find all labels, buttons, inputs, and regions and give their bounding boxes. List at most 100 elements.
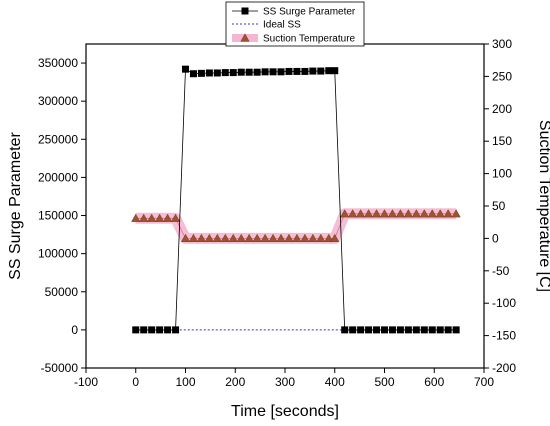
temperature-point bbox=[180, 233, 191, 242]
y-tick-label: 50000 bbox=[45, 285, 79, 299]
ss-surge-point bbox=[341, 326, 349, 334]
y-tick-label: 150000 bbox=[38, 209, 78, 223]
ss-surge-point bbox=[253, 68, 261, 76]
ss-surge-point bbox=[373, 326, 381, 334]
ss-surge-point bbox=[277, 68, 285, 76]
ss-surge-point bbox=[349, 326, 357, 334]
temperature-point bbox=[276, 233, 286, 242]
temperature-point bbox=[163, 213, 173, 222]
ss-surge-point bbox=[269, 68, 277, 76]
x-tick-label: 0 bbox=[132, 375, 139, 389]
temperature-point bbox=[300, 233, 310, 242]
temperature-point bbox=[364, 209, 374, 218]
ss-surge-point bbox=[412, 326, 420, 334]
ss-surge-point bbox=[213, 69, 221, 77]
ss-surge-point bbox=[156, 326, 164, 334]
y2-tick-label: 50 bbox=[492, 199, 506, 213]
temperature-point bbox=[139, 213, 149, 222]
temperature-point bbox=[403, 209, 413, 218]
ss-surge-point bbox=[325, 67, 333, 75]
y2-tick-label: 100 bbox=[492, 167, 512, 181]
ss-surge-point bbox=[420, 326, 428, 334]
temperature-point bbox=[188, 233, 198, 242]
plot-frame bbox=[85, 43, 485, 369]
x-axis: -100 0 100 200 300 400 500 600 700 bbox=[74, 368, 494, 389]
y2-tick-label: -150 bbox=[492, 329, 516, 343]
y2-tick-label: -50 bbox=[492, 264, 510, 278]
y-tick-label: 250000 bbox=[38, 132, 78, 146]
y-tick-label: 350000 bbox=[38, 56, 78, 70]
ss-surge-point bbox=[197, 69, 205, 77]
y2-tick-label: -200 bbox=[492, 361, 516, 375]
ss-surge-point bbox=[317, 67, 325, 75]
ss-surge-point bbox=[148, 326, 156, 334]
y2-axis-title: Suction Temperature [C] bbox=[536, 120, 550, 292]
x-tick-label: 700 bbox=[474, 375, 494, 389]
temperature-point bbox=[284, 233, 294, 242]
y-axis-title: SS Surge Parameter bbox=[7, 132, 24, 280]
ss-surge-point bbox=[182, 65, 189, 73]
y2-tick-label: 200 bbox=[492, 102, 512, 116]
temperature-point bbox=[330, 233, 340, 242]
x-tick-label: 300 bbox=[275, 375, 295, 389]
temperature-point bbox=[260, 233, 270, 242]
x-tick-label: 100 bbox=[175, 375, 195, 389]
ss-surge-point bbox=[381, 326, 388, 334]
temperature-point bbox=[340, 209, 350, 218]
temperature-point bbox=[372, 209, 382, 218]
temperature-point bbox=[443, 209, 453, 218]
ss-surge-line bbox=[135, 68, 457, 331]
ss-surge-point bbox=[357, 326, 365, 334]
y-tick-label: -50000 bbox=[41, 361, 79, 375]
temperature-point bbox=[308, 233, 318, 242]
ss-surge-point bbox=[140, 326, 148, 334]
y2-tick-label: 0 bbox=[492, 231, 499, 245]
ss-surge-point bbox=[388, 326, 396, 334]
ss-surge-point bbox=[285, 67, 293, 75]
ss-surge-point bbox=[331, 67, 339, 75]
temperature-point bbox=[316, 233, 326, 242]
series-suction-temperature bbox=[131, 208, 461, 244]
ss-surge-point bbox=[309, 67, 317, 75]
temperature-point bbox=[379, 209, 390, 218]
temperature-point bbox=[244, 233, 254, 242]
y-tick-label: 300000 bbox=[38, 94, 78, 108]
ss-surge-point bbox=[436, 326, 444, 334]
ss-surge-point bbox=[164, 326, 172, 334]
x-tick-label: 500 bbox=[374, 375, 394, 389]
ss-surge-point bbox=[261, 68, 269, 76]
legend-item-ideal-ss: Ideal SS bbox=[232, 20, 301, 31]
ss-surge-point bbox=[452, 326, 460, 334]
ss-surge-point bbox=[301, 67, 309, 75]
x-tick-label: 400 bbox=[325, 375, 345, 389]
ss-surge-point bbox=[293, 67, 301, 75]
temperature-point bbox=[292, 233, 302, 242]
x-axis-title: Time [seconds] bbox=[231, 403, 339, 420]
ss-surge-point bbox=[229, 69, 237, 77]
y2-tick-label: 150 bbox=[492, 134, 512, 148]
temperature-point bbox=[324, 233, 334, 242]
y-tick-label: 0 bbox=[71, 323, 78, 337]
ss-surge-point bbox=[396, 326, 404, 334]
temperature-point bbox=[451, 209, 461, 218]
ss-surge-point bbox=[205, 69, 213, 77]
series-ss-surge bbox=[132, 65, 460, 334]
temperature-point bbox=[252, 233, 262, 242]
temperature-point bbox=[131, 213, 141, 222]
ss-surge-point bbox=[221, 69, 229, 77]
legend: SS Surge Parameter Ideal SS Suction Temp… bbox=[225, 1, 365, 47]
y2-tick-label: 300 bbox=[492, 37, 512, 51]
y-axis: -50000 0 50000 100000 150000 200000 250000 3000… bbox=[38, 56, 86, 375]
legend-label: Ideal SS bbox=[263, 20, 301, 31]
temperature-point bbox=[212, 233, 222, 242]
temperature-point bbox=[395, 209, 405, 218]
x-tick-label: -100 bbox=[74, 375, 98, 389]
temperature-point bbox=[411, 209, 421, 218]
y2-axis: -200 -150 -100 -50 0 50 100 150 200 250 300 bbox=[484, 37, 516, 375]
y2-tick-label: -100 bbox=[492, 296, 516, 310]
temperature-point bbox=[419, 209, 429, 218]
temperature-point bbox=[435, 209, 445, 218]
x-tick-label: 600 bbox=[424, 375, 444, 389]
temperature-point bbox=[356, 209, 366, 218]
